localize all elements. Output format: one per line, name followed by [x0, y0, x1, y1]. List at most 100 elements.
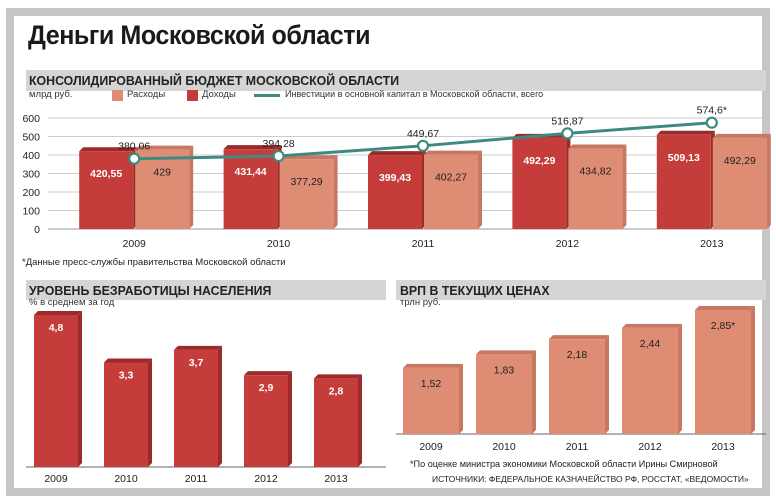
unemployment-bar-2010 [104, 358, 152, 467]
bar-expenses-2011-side [478, 150, 482, 229]
grp-bar-2012-top [622, 323, 682, 328]
expenses-value-label: 429 [153, 167, 171, 179]
income-value-label: 509,13 [668, 152, 700, 164]
x-tick-label: 2012 [556, 238, 580, 250]
grp-unit: трлн руб. [400, 297, 441, 308]
investments-value-label: 449,67 [407, 128, 439, 140]
grp-bar-2012 [622, 323, 682, 434]
bar-income-2013 [656, 130, 715, 229]
y-tick-label: 500 [22, 132, 40, 144]
unemployment-bar-2009 [34, 311, 82, 467]
bar-expenses-2013-top [712, 133, 771, 138]
x-tick-label: 2013 [700, 238, 724, 250]
legend-income-swatch [187, 90, 198, 101]
unemployment-bar-2012-top [244, 371, 292, 376]
bar-income-2011-top [368, 151, 426, 156]
unemployment-heading: УРОВЕНЬ БЕЗРАБОТИЦЫ НАСЕЛЕНИЯ [29, 283, 272, 298]
bar-income-2011 [368, 151, 426, 229]
budget-note: *Данные пресс-службы правительства Моско… [22, 257, 286, 268]
legend-expenses-label: Расходы [127, 89, 166, 100]
bar-income-2009 [79, 147, 138, 229]
unemployment-bar-2013-side [358, 374, 362, 467]
grp-bar-2010-top [476, 350, 536, 355]
unemployment-bar-2013 [314, 374, 362, 467]
grp-value-label: 2,44 [640, 338, 661, 350]
y-tick-label: 200 [22, 187, 40, 199]
grp-x-label: 2009 [419, 441, 443, 453]
budget-unit: млрд руб. [29, 89, 73, 100]
grp-bar-2011-front [549, 339, 605, 434]
grp-bar-2011-side [605, 335, 609, 434]
bar-income-2012-front [512, 137, 567, 229]
grp-x-label: 2013 [711, 441, 735, 453]
grp-band [396, 280, 766, 300]
legend-expenses-swatch [112, 90, 123, 101]
grp-bar-2013-top [695, 306, 755, 310]
expenses-value-label: 434,82 [579, 166, 611, 178]
grp-bar-2010-side [532, 350, 536, 434]
grp-x-label: 2011 [566, 441, 589, 453]
unemployment-bar-2011-side [218, 345, 222, 467]
expenses-value-label: 492,29 [724, 155, 756, 167]
investments-value-label: 574,6* [697, 105, 727, 117]
investments-point [561, 127, 574, 140]
grp-value-label: 2,85* [711, 320, 736, 332]
unemployment-unit: % в среднем за год [29, 297, 115, 308]
y-tick-label: 400 [22, 150, 40, 162]
investments-point [272, 149, 285, 163]
page-title: Деньги Московской области [28, 20, 371, 50]
unemployment-bar-2010-top [104, 358, 152, 363]
unemployment-bar-2011-front [174, 349, 218, 467]
unemployment-value-label: 3,7 [189, 357, 204, 369]
bar-income-2009-front [79, 151, 134, 229]
bar-expenses-2013-side [766, 133, 771, 229]
grp-bar-2009-front [403, 367, 459, 434]
bar-expenses-2012-side [622, 144, 627, 229]
budget-heading: КОНСОЛИДИРОВАННЫЙ БЮДЖЕТ МОСКОВСКОЙ ОБЛА… [29, 73, 400, 88]
bar-expenses-2011 [424, 150, 482, 229]
investments-value-label: 380,06 [118, 141, 150, 153]
unemployment-value-label: 2,8 [329, 385, 344, 397]
bar-expenses-2012 [568, 144, 627, 229]
y-tick-label: 100 [22, 206, 40, 218]
bar-expenses-2009-top [135, 145, 194, 150]
bar-income-2009-top [79, 147, 138, 152]
investments-point [128, 152, 141, 165]
bar-expenses-2013 [712, 133, 771, 229]
unemployment-band [26, 280, 386, 300]
bar-income-2013-front [656, 134, 711, 229]
bar-expenses-2009-side [189, 145, 194, 229]
bar-income-2011-front [368, 155, 422, 229]
unemployment-value-label: 2,9 [259, 382, 274, 394]
unemployment-x-label: 2011 [185, 473, 208, 485]
grp-bar-2013 [695, 306, 755, 434]
legend-income-label: Доходы [202, 89, 236, 100]
income-value-label: 420,55 [90, 168, 122, 180]
bar-expenses-2010-front [279, 159, 334, 229]
grp-x-label: 2012 [638, 441, 662, 453]
income-value-label: 431,44 [235, 166, 267, 178]
investments-point [705, 116, 718, 129]
grp-bar-2012-front [622, 327, 678, 434]
unemployment-bar-2009-side [78, 311, 82, 467]
bar-expenses-2012-top [568, 144, 627, 149]
income-value-label: 399,43 [379, 172, 411, 184]
sources: ИСТОЧНИКИ: ФЕДЕРАЛЬНОЕ КАЗНАЧЕЙСТВО РФ, … [432, 474, 749, 484]
expenses-value-label: 402,27 [435, 172, 467, 184]
bar-expenses-2011-top [424, 150, 482, 155]
bar-expenses-2011-front [424, 154, 478, 229]
grp-value-label: 1,83 [494, 364, 515, 376]
grp-value-label: 2,18 [567, 349, 588, 361]
y-tick-label: 600 [22, 113, 40, 125]
unemployment-x-label: 2009 [44, 473, 68, 485]
unemployment-value-label: 3,3 [119, 370, 134, 382]
investments-value-label: 394,28 [263, 138, 295, 150]
unemployment-bar-2012-front [244, 375, 288, 467]
bar-expenses-2009 [135, 145, 194, 229]
y-tick-label: 0 [34, 224, 40, 236]
unemployment-bar-2009-front [34, 315, 78, 467]
bar-expenses-2013-front [712, 137, 767, 229]
grp-value-label: 1,52 [421, 378, 442, 390]
